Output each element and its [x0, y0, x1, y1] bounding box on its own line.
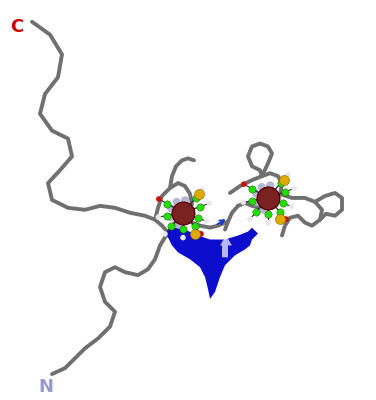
- Point: [285, 172, 291, 178]
- Point: [291, 185, 297, 192]
- Point: [253, 190, 259, 197]
- Point: [180, 210, 186, 216]
- Point: [240, 199, 246, 206]
- Point: [156, 196, 162, 202]
- Point: [164, 201, 170, 207]
- FancyArrowPatch shape: [217, 220, 224, 224]
- Point: [195, 215, 201, 222]
- Point: [280, 176, 287, 183]
- Point: [168, 214, 174, 220]
- Point: [192, 230, 198, 237]
- Point: [283, 216, 289, 222]
- Point: [180, 226, 186, 232]
- Point: [200, 186, 206, 193]
- Text: N: N: [38, 378, 53, 396]
- Point: [277, 216, 283, 222]
- Point: [249, 198, 255, 204]
- Point: [206, 200, 212, 206]
- Point: [164, 212, 170, 219]
- Polygon shape: [220, 236, 232, 257]
- Text: C: C: [10, 18, 23, 36]
- Point: [198, 231, 204, 237]
- Point: [180, 234, 186, 241]
- Point: [265, 220, 271, 226]
- Point: [155, 214, 161, 220]
- Point: [203, 218, 209, 224]
- Point: [289, 203, 295, 210]
- Point: [197, 204, 203, 210]
- Point: [168, 223, 174, 230]
- Point: [176, 221, 182, 228]
- Point: [162, 231, 168, 237]
- Point: [280, 200, 286, 207]
- Point: [193, 194, 199, 201]
- Point: [259, 184, 265, 190]
- Point: [241, 181, 247, 187]
- Polygon shape: [165, 228, 258, 299]
- Point: [265, 195, 271, 201]
- Point: [253, 199, 259, 205]
- Point: [267, 182, 273, 189]
- Point: [180, 210, 186, 216]
- Point: [282, 189, 288, 195]
- Point: [196, 191, 202, 198]
- Point: [261, 206, 267, 213]
- Point: [265, 211, 271, 217]
- Point: [168, 205, 174, 212]
- Point: [265, 195, 271, 201]
- Point: [191, 223, 197, 230]
- Point: [277, 208, 283, 215]
- Point: [278, 180, 284, 186]
- Point: [174, 199, 180, 205]
- Point: [249, 186, 255, 192]
- Point: [182, 197, 188, 204]
- Point: [247, 216, 253, 222]
- Point: [253, 208, 259, 215]
